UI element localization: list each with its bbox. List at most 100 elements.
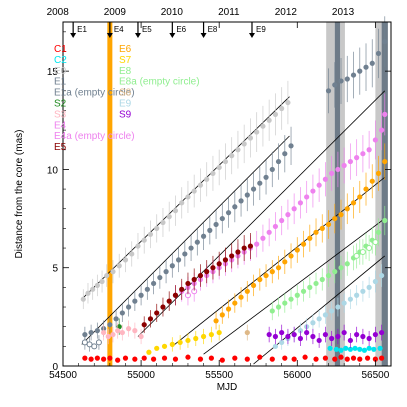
data-point — [132, 328, 138, 334]
x-tick-label: 54500 — [49, 370, 77, 381]
data-point — [291, 331, 297, 338]
data-point — [291, 206, 297, 212]
year-label: 2008 — [47, 7, 70, 18]
data-point — [257, 276, 263, 283]
data-point — [357, 194, 363, 200]
data-point — [282, 355, 288, 361]
data-point — [219, 312, 225, 318]
data-point — [247, 135, 254, 141]
shaded-band — [326, 22, 335, 366]
legend-label: E4 — [54, 120, 67, 131]
x-axis-label: MJD — [217, 382, 238, 393]
data-point — [210, 170, 216, 176]
data-point — [316, 182, 322, 188]
data-point — [366, 147, 372, 153]
data-point — [375, 50, 382, 57]
data-point — [210, 265, 216, 271]
data-point — [244, 192, 250, 198]
data-point — [172, 208, 179, 214]
data-point — [279, 217, 285, 224]
data-point — [213, 318, 219, 324]
data-point — [361, 347, 368, 353]
legend-label: E6 — [119, 44, 132, 55]
x-tick-label: 55000 — [127, 370, 155, 381]
data-point — [95, 339, 102, 346]
data-point — [141, 322, 147, 328]
data-point — [200, 333, 207, 340]
legend-label: E1 — [54, 77, 67, 88]
data-point — [379, 127, 385, 133]
event-label: E6 — [176, 25, 186, 34]
plot-frame — [62, 21, 392, 367]
shaded-band — [381, 22, 388, 366]
data-point — [335, 333, 341, 340]
data-point — [363, 186, 369, 192]
data-point — [104, 272, 110, 279]
event-markers: E1 E4 E5 E6 E8 E9 — [70, 22, 266, 38]
data-point — [208, 331, 214, 338]
event-label: E9 — [256, 25, 266, 34]
data-point — [360, 288, 366, 294]
legend-label: E4a (empty circle) — [54, 131, 135, 142]
data-point — [232, 204, 238, 210]
y-tick-label: 0 — [52, 362, 58, 373]
data-point — [341, 162, 347, 169]
data-point — [166, 298, 172, 304]
data-point — [80, 296, 86, 302]
data-point — [126, 304, 132, 310]
data-point — [169, 263, 175, 269]
data-point — [316, 337, 322, 344]
data-point — [379, 355, 385, 361]
data-point — [175, 257, 182, 263]
data-point — [185, 280, 191, 287]
data-point — [366, 335, 372, 342]
data-point — [313, 229, 319, 235]
data-point — [341, 300, 347, 306]
data-point — [147, 316, 154, 322]
data-point — [372, 239, 379, 246]
data-point — [269, 356, 275, 362]
data-point — [353, 252, 360, 259]
data-point — [294, 247, 300, 253]
event-label: E1 — [77, 25, 87, 34]
data-point — [182, 251, 188, 257]
data-point — [229, 153, 235, 159]
data-point — [344, 261, 350, 267]
legend-label: S3 — [54, 109, 67, 120]
data-point — [91, 343, 98, 350]
data-point — [144, 286, 150, 292]
data-point — [141, 237, 147, 243]
data-point — [310, 333, 316, 340]
data-point — [332, 269, 338, 275]
data-point — [297, 328, 304, 334]
data-point — [375, 170, 382, 176]
data-point — [382, 111, 388, 117]
data-point — [232, 355, 238, 361]
data-point — [138, 333, 144, 340]
data-point — [304, 329, 310, 336]
data-point — [319, 225, 325, 231]
y-axis-label: Distance from the core (mas) — [14, 130, 25, 259]
data-point — [107, 355, 113, 361]
data-point — [216, 164, 222, 171]
data-point — [99, 278, 105, 285]
event-vertical-line — [107, 22, 113, 366]
data-point — [260, 235, 266, 241]
data-point — [122, 257, 129, 263]
data-point — [357, 68, 363, 74]
data-point — [116, 263, 122, 269]
data-point — [160, 304, 166, 310]
data-point — [244, 329, 250, 336]
data-point — [235, 147, 241, 153]
data-point — [329, 335, 335, 342]
data-point — [191, 188, 197, 194]
data-point — [316, 316, 322, 322]
data-point — [338, 354, 344, 360]
year-label: 2009 — [104, 7, 127, 18]
event-arrow-head — [70, 33, 77, 38]
data-point — [288, 296, 294, 302]
data-point — [197, 272, 204, 279]
data-point — [88, 356, 94, 362]
data-point — [329, 170, 335, 176]
y-tick-label: 5 — [52, 264, 58, 275]
